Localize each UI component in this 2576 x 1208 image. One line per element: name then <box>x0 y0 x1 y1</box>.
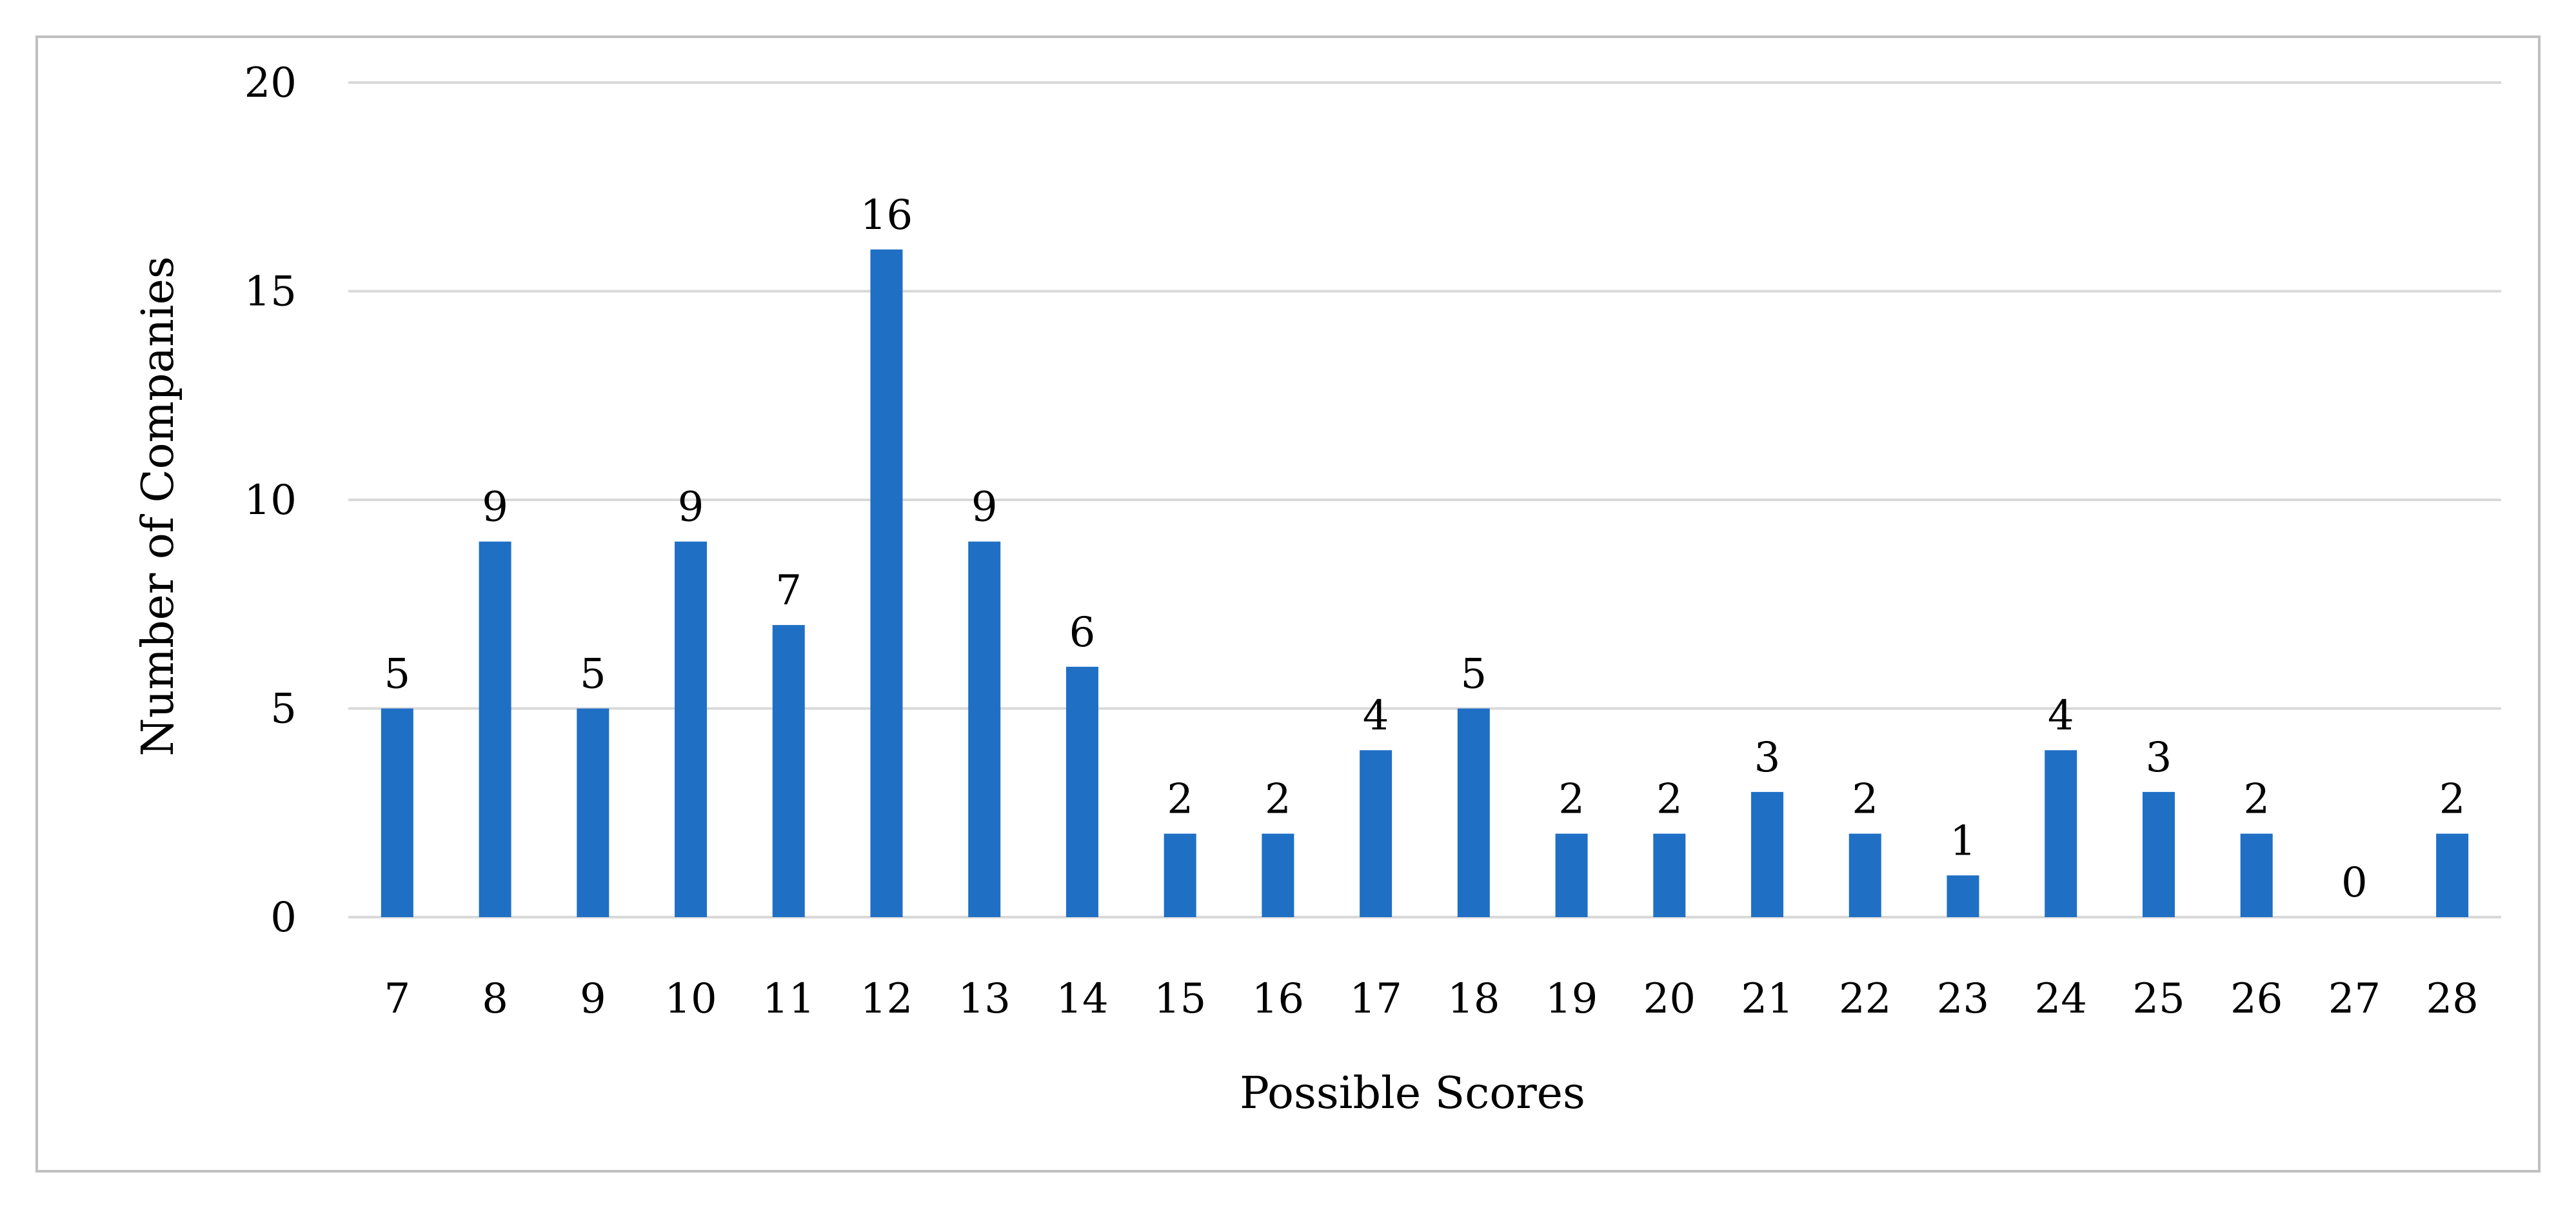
y-tick-label: 0 <box>270 894 297 942</box>
bar <box>1751 791 1784 917</box>
data-labels: 5 9 5 9 7 16 9 6 2 2 4 5 2 2 3 2 1 4 3 2 0 2 <box>384 192 2466 907</box>
data-label: 4 <box>1363 692 1389 740</box>
x-tick-label: 24 <box>2035 975 2087 1023</box>
data-label: 5 <box>384 651 411 698</box>
bar <box>1653 833 1686 917</box>
x-tick-label: 21 <box>1741 975 1793 1023</box>
data-label: 2 <box>1167 776 1193 824</box>
data-label: 2 <box>2439 776 2466 824</box>
bar <box>1065 666 1098 917</box>
data-label: 9 <box>971 484 998 531</box>
bar <box>2142 791 2175 917</box>
x-axis-title: Possible Scores <box>1240 1068 1585 1119</box>
bar <box>2045 750 2077 917</box>
x-tick-label: 23 <box>1937 975 1989 1023</box>
x-tick-label: 9 <box>580 975 606 1023</box>
data-label: 0 <box>2341 859 2368 907</box>
x-tick-label: 13 <box>958 975 1011 1023</box>
bar <box>1848 833 1881 917</box>
bar <box>577 708 609 917</box>
data-label: 2 <box>1558 776 1585 824</box>
data-label: 2 <box>2243 776 2270 824</box>
x-tick-label: 27 <box>2328 975 2381 1023</box>
bar <box>870 249 903 917</box>
bar <box>1262 833 1294 917</box>
x-tick-label: 11 <box>762 975 815 1023</box>
x-axis-ticks: 7 8 9 10 11 12 13 14 15 16 17 18 19 20 21 22 23 24 25 26 27 2… <box>384 975 2479 1023</box>
y-tick-label: 10 <box>244 477 297 524</box>
bar <box>675 541 708 917</box>
bar <box>1555 833 1588 917</box>
bar <box>2240 833 2273 917</box>
x-tick-label: 7 <box>384 975 411 1023</box>
gridlines <box>348 81 2501 918</box>
bar <box>1360 750 1392 917</box>
x-tick-label: 18 <box>1447 975 1500 1023</box>
bar <box>479 541 511 917</box>
bars <box>381 249 2469 917</box>
x-tick-label: 28 <box>2426 975 2478 1023</box>
data-label: 5 <box>1461 651 1487 698</box>
x-tick-label: 20 <box>1643 975 1696 1023</box>
data-label: 9 <box>678 484 704 531</box>
data-label: 1 <box>1950 817 1976 865</box>
y-tick-label: 20 <box>244 59 297 107</box>
x-tick-label: 17 <box>1349 975 1402 1023</box>
data-label: 7 <box>775 567 802 615</box>
x-tick-label: 12 <box>860 975 913 1023</box>
data-label: 4 <box>2048 692 2074 740</box>
y-tick-label: 5 <box>270 686 297 733</box>
x-tick-label: 26 <box>2230 975 2283 1023</box>
bar <box>968 541 1001 917</box>
data-label: 2 <box>1265 776 1291 824</box>
x-tick-label: 25 <box>2132 975 2185 1023</box>
data-label: 3 <box>1754 734 1781 782</box>
data-label: 3 <box>2146 734 2172 782</box>
y-axis-title: Number of Companies <box>133 256 184 757</box>
x-tick-label: 16 <box>1252 975 1304 1023</box>
x-tick-label: 19 <box>1545 975 1598 1023</box>
x-tick-label: 14 <box>1056 975 1108 1023</box>
data-label: 2 <box>1852 776 1878 824</box>
x-tick-label: 22 <box>1839 975 1891 1023</box>
data-label: 9 <box>482 484 508 531</box>
chart-frame <box>35 35 2541 1173</box>
x-tick-label: 10 <box>664 975 717 1023</box>
bar <box>1164 833 1196 917</box>
x-tick-label: 15 <box>1154 975 1206 1023</box>
bar <box>772 625 805 917</box>
x-tick-label: 8 <box>482 975 508 1023</box>
data-label: 2 <box>1656 776 1683 824</box>
bar <box>1457 708 1490 917</box>
y-tick-label: 15 <box>244 268 297 316</box>
bar <box>2436 833 2469 917</box>
data-label: 5 <box>580 651 606 698</box>
data-label: 6 <box>1069 609 1096 657</box>
y-axis-ticks: 0 5 10 15 20 <box>244 59 297 942</box>
data-label: 16 <box>860 192 913 239</box>
bar <box>381 708 413 917</box>
bar <box>1947 875 1979 917</box>
